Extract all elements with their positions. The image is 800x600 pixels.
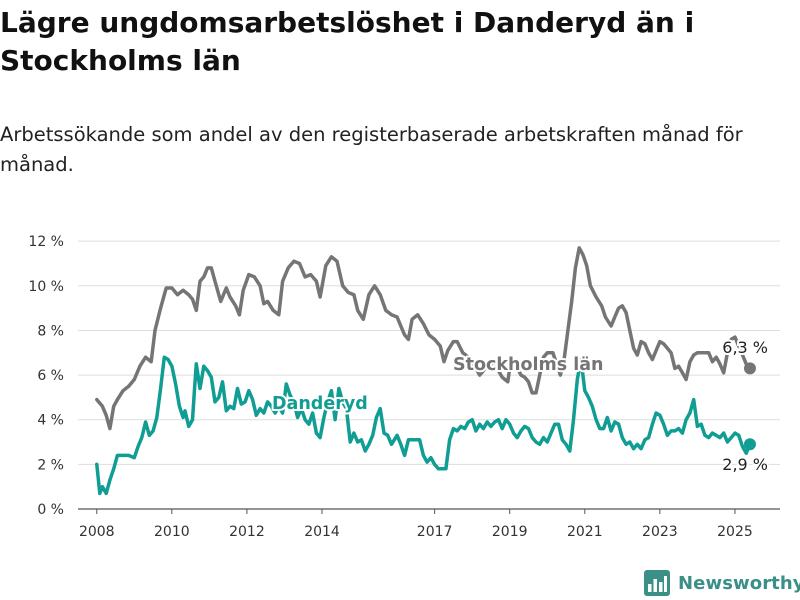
series-lines	[95, 246, 756, 496]
y-tick-label: 12 %	[28, 234, 64, 250]
end-point-danderyd	[743, 438, 756, 451]
series-line-danderyd	[95, 355, 752, 496]
y-tick-label: 10 %	[28, 279, 64, 295]
newsworthy-chart-icon	[644, 570, 670, 596]
x-tick-label: 2019	[492, 524, 528, 540]
x-tick-label: 2017	[417, 524, 453, 540]
y-tick-label: 4 %	[37, 413, 64, 429]
brand-name: Newsworthy	[678, 572, 800, 594]
x-tick-label: 2014	[304, 524, 340, 540]
y-axis-ticks: 0 % 2 % 4 % 6 % 8 % 10 % 12 %	[28, 234, 64, 518]
x-tick-label: 2025	[717, 524, 753, 540]
y-tick-label: 0 %	[37, 502, 64, 518]
x-tick-label: 2010	[154, 524, 190, 540]
x-tick-label: 2012	[229, 524, 265, 540]
series-line-stockholms-lan	[95, 246, 752, 431]
newsworthy-logo[interactable]: Newsworthy	[644, 568, 800, 598]
chart-subtitle: Arbetssökande som andel av den registerb…	[0, 123, 743, 176]
chart-title: Lägre ungdomsarbetslöshet i Danderyd än …	[0, 6, 695, 77]
y-tick-label: 2 %	[37, 457, 64, 473]
x-tick-label: 2023	[642, 524, 678, 540]
y-tick-label: 6 %	[37, 368, 64, 384]
x-axis-ticks: 2008 2010 2012 2014 2017 2019 2021 2023 2025	[79, 509, 753, 540]
y-tick-label: 8 %	[37, 323, 64, 339]
end-point-stockholms-lan	[743, 362, 756, 375]
end-label-stockholms-lan: 6,3 %	[722, 338, 768, 357]
x-tick-label: 2008	[79, 524, 115, 540]
grid-lines	[78, 240, 780, 510]
annotation-danderyd: Danderyd	[272, 394, 368, 414]
x-tick-label: 2021	[567, 524, 603, 540]
series-labels: Stockholms län Danderyd 6,3 % 2,9 %	[270, 336, 770, 476]
annotation-stockholms-lan: Stockholms län	[453, 355, 604, 375]
end-label-danderyd: 2,9 %	[722, 455, 768, 474]
line-chart: 0 % 2 % 4 % 6 % 8 % 10 % 12 % 2008 2010 2012 2014…	[28, 234, 780, 540]
